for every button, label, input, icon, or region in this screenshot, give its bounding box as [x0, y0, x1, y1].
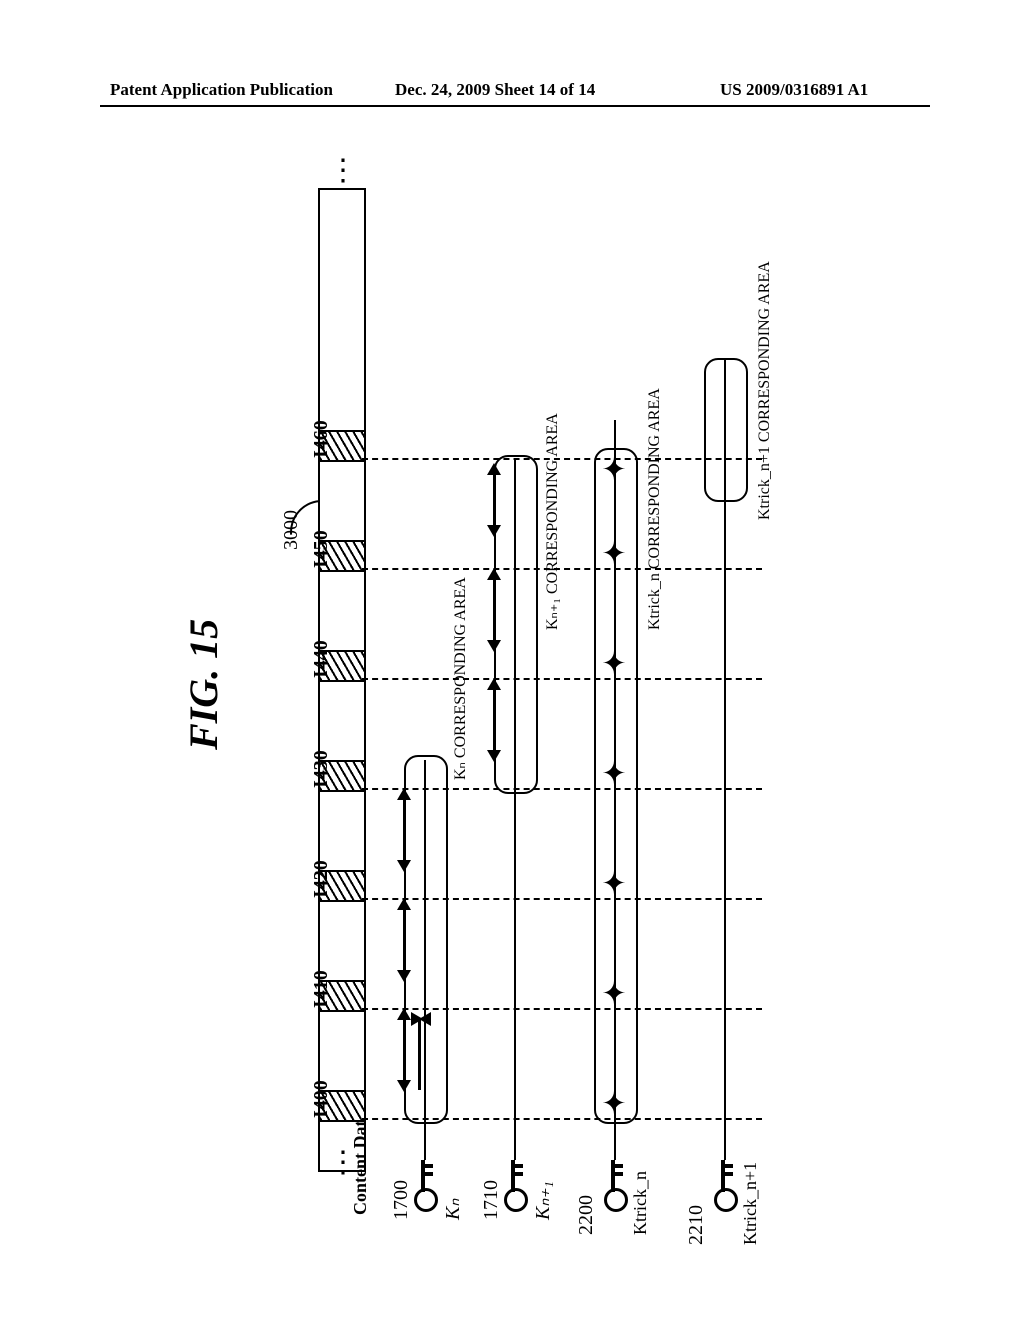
- key-ktn1-icon: [712, 1160, 736, 1210]
- ktn1-area-box: [704, 358, 748, 502]
- ilabel-I400: I400: [310, 1080, 333, 1118]
- star-4: ✦: [601, 757, 626, 792]
- kn1-area-box: [494, 455, 538, 794]
- key-kn-label: Kₙ: [440, 1199, 465, 1220]
- ref-2200: 2200: [575, 1195, 598, 1235]
- ref-2210: 2210: [685, 1205, 708, 1245]
- header-rule: [100, 105, 930, 107]
- star-3: ✦: [601, 867, 626, 902]
- header-right: US 2009/0316891 A1: [720, 80, 868, 100]
- page: Patent Application Publication Dec. 24, …: [0, 0, 1024, 1320]
- key-kn1-icon: [502, 1160, 526, 1210]
- kn1-area-label: Kₙ₊₁ CORRESPONDING AREA: [542, 413, 562, 630]
- figure-title: FIG. 15: [180, 619, 227, 750]
- ilabel-I430: I430: [310, 750, 333, 788]
- dots-top: ⋮: [328, 153, 354, 188]
- kn-area-label: Kₙ CORRESPONDING AREA: [450, 577, 470, 780]
- ref-1710: 1710: [480, 1180, 503, 1220]
- ilabel-I440: I440: [310, 640, 333, 678]
- dash-I450: [362, 568, 762, 570]
- key-kn-icon: [412, 1160, 436, 1210]
- key-ktn1-label: Ktrick_n+1: [740, 1162, 761, 1245]
- ktn-area-label: Ktrick_n CORRESPONDING AREA: [646, 388, 664, 630]
- key-ktn-icon: [602, 1160, 626, 1210]
- star-1: ✦: [601, 1087, 626, 1122]
- ilabel-I420: I420: [310, 860, 333, 898]
- content-data-label: Content Data: [350, 1112, 371, 1216]
- star-5: ✦: [601, 647, 626, 682]
- key-kn1-label: Kₙ₊₁: [530, 1181, 555, 1220]
- ilabel-I410: I410: [310, 970, 333, 1008]
- header-left: Patent Application Publication: [110, 80, 333, 100]
- ktn1-area-label: Ktrick_n+1 CORRESPONDING AREA: [756, 261, 774, 520]
- star-7: ✦: [601, 453, 626, 488]
- figure-15: FIG. 15 ⋮ ⋮ Content Data I400 I410 I420 …: [150, 160, 870, 1220]
- kn-area-box: [404, 755, 448, 1124]
- dash-I460: [362, 458, 762, 460]
- star-6: ✦: [601, 537, 626, 572]
- key-ktn-label: Ktrick_n: [630, 1171, 651, 1235]
- content-data-text: Content Data: [350, 1112, 370, 1216]
- arr-kn-1: [418, 1020, 421, 1090]
- header-mid: Dec. 24, 2009 Sheet 14 of 14: [395, 80, 595, 100]
- star-2: ✦: [601, 977, 626, 1012]
- dash-I440: [362, 678, 762, 680]
- ref-1700: 1700: [390, 1180, 413, 1220]
- ilabel-I460: I460: [310, 420, 333, 458]
